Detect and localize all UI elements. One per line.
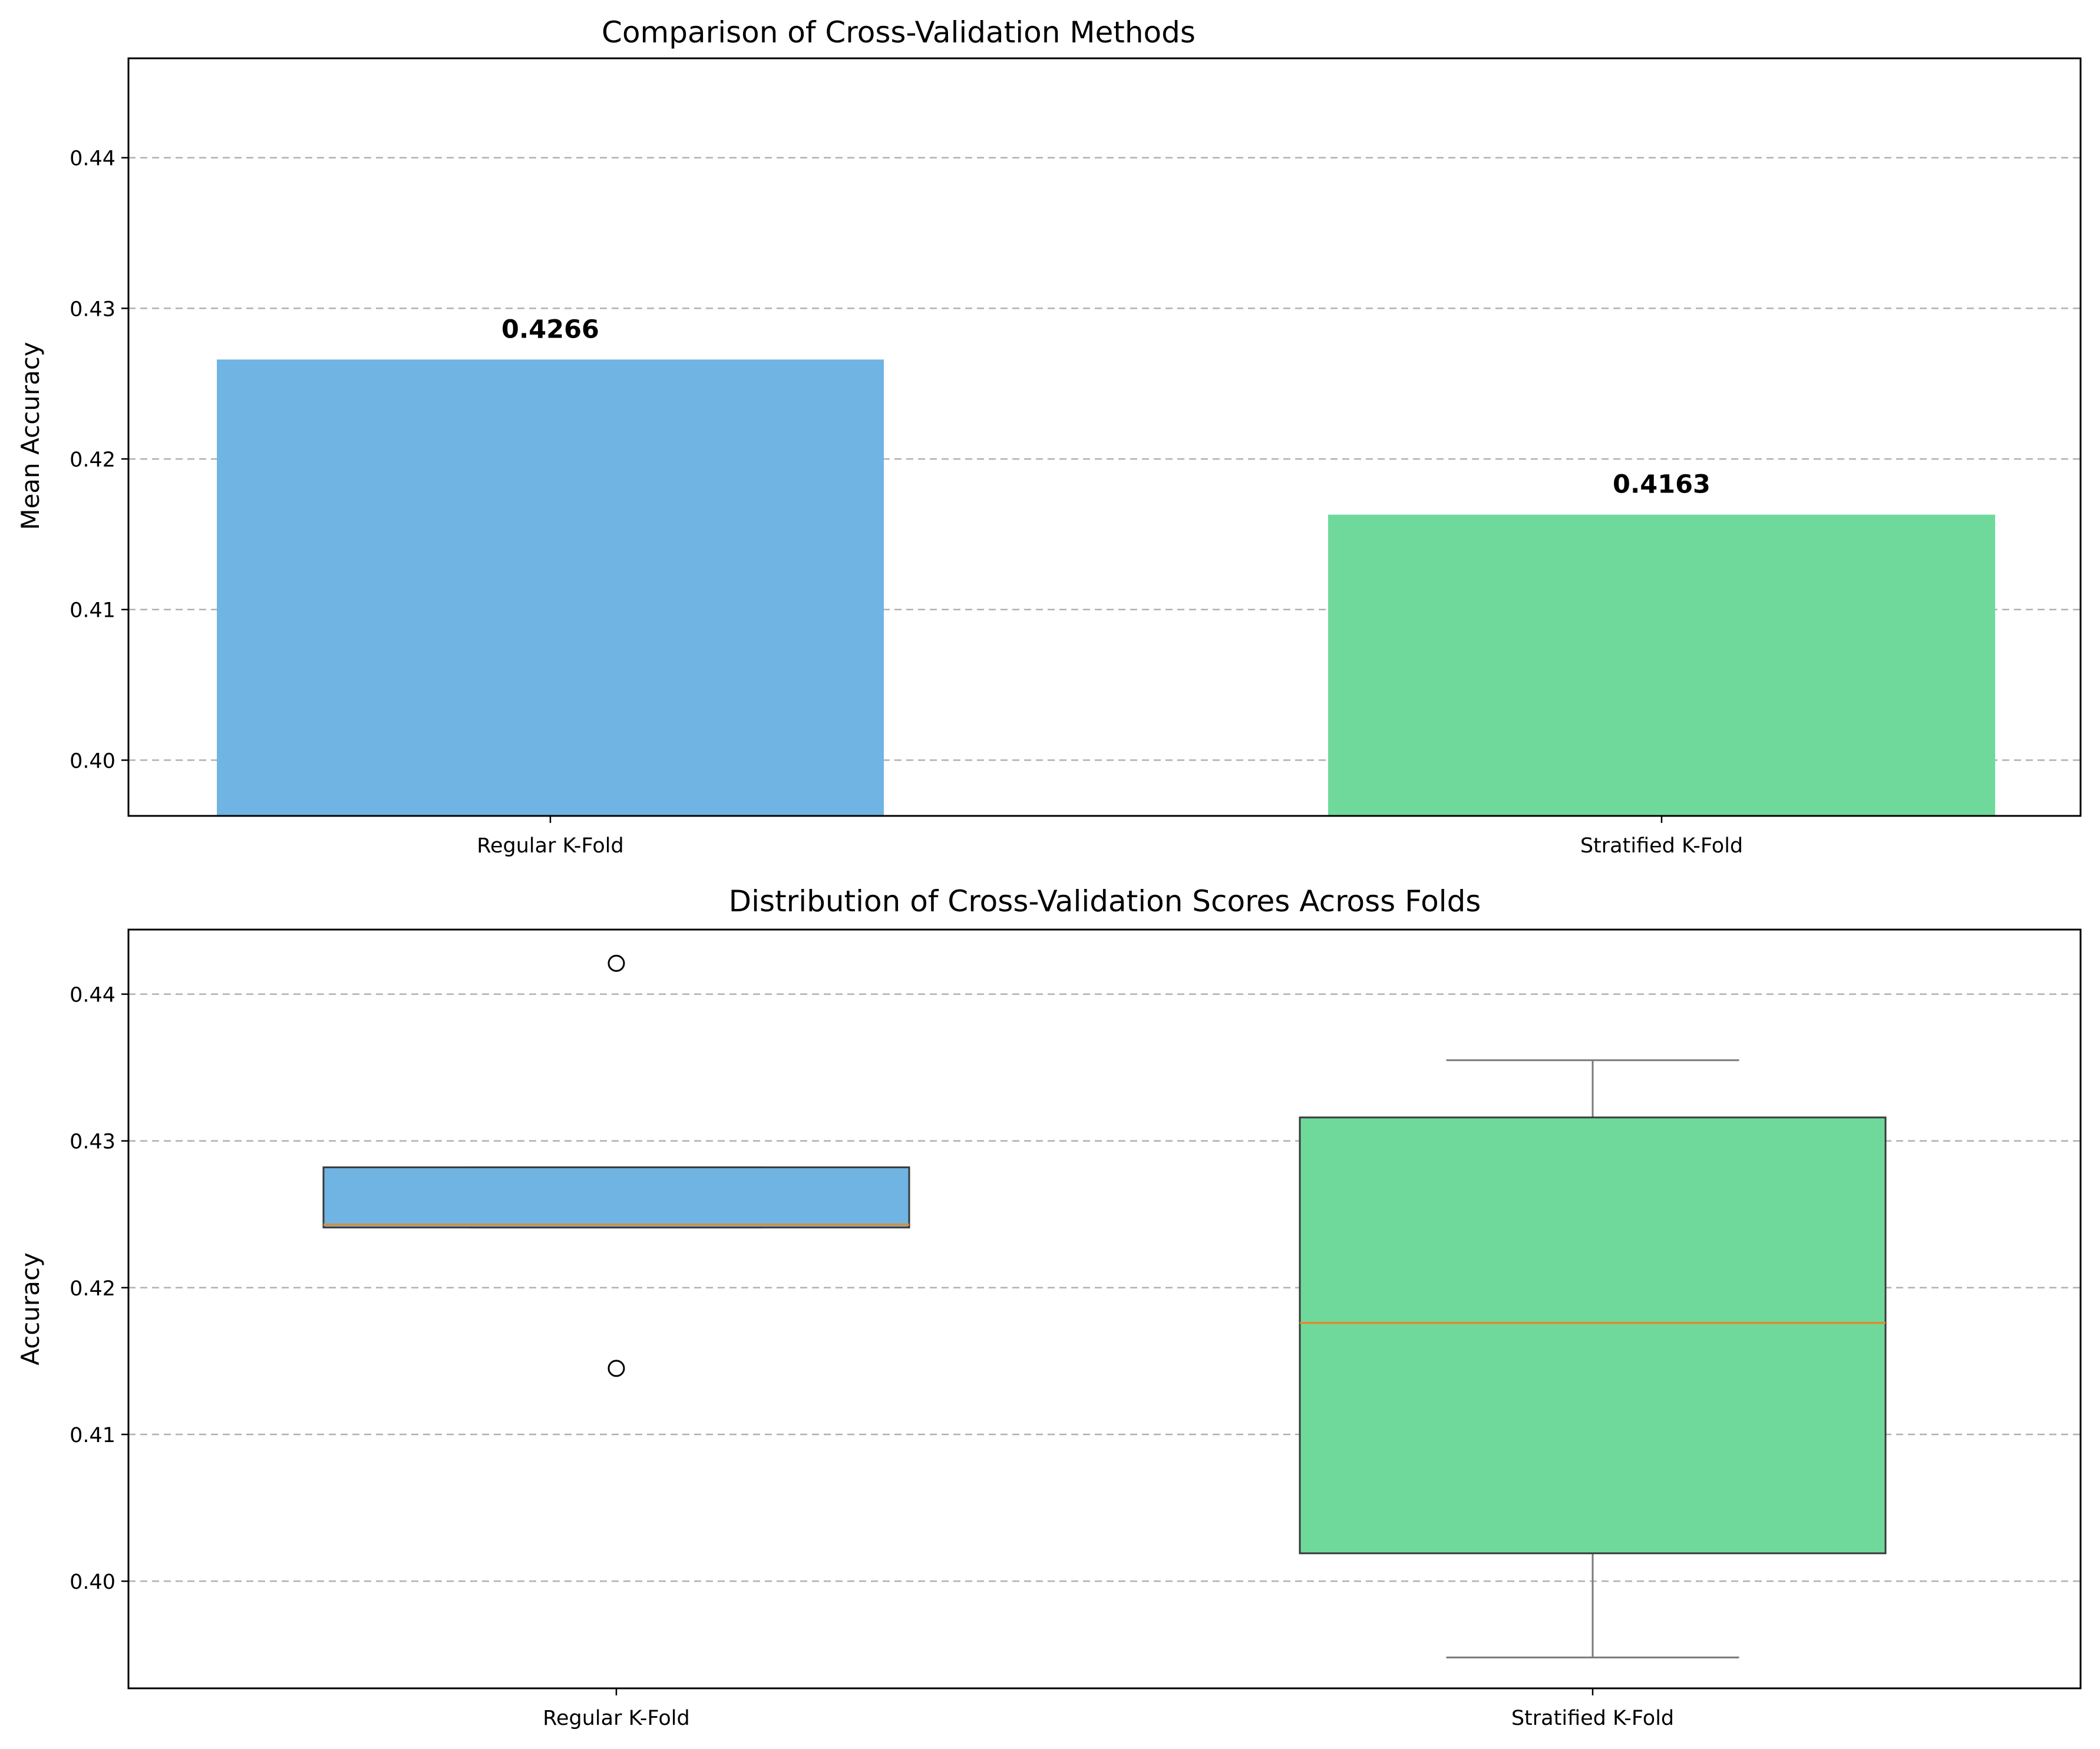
y-tick-label: 0.40 <box>70 1571 115 1594</box>
y-axis-label: Accuracy <box>16 1252 45 1366</box>
x-tick-label: Stratified K-Fold <box>1511 1707 1674 1730</box>
boxes <box>322 954 1887 1659</box>
y-tick-label: 0.43 <box>70 1130 115 1154</box>
chart-title: Distribution of Cross-Validation Scores … <box>729 884 1481 918</box>
x-tick-label: Regular K-Fold <box>543 1707 690 1730</box>
x-axis-ticks: Regular K-Fold Stratified K-Fold <box>477 816 1743 858</box>
y-tick-label: 0.42 <box>70 448 115 472</box>
y-tick-label: 0.41 <box>70 1424 115 1447</box>
x-axis-ticks: Regular K-Fold Stratified K-Fold <box>543 1688 1674 1730</box>
y-tick-label: 0.40 <box>70 749 115 773</box>
bar <box>1328 514 1995 816</box>
plot-frame <box>127 57 2082 817</box>
bar-value-labels: 0.4266 0.4163 <box>501 315 1711 499</box>
plot-frame <box>127 928 2082 1690</box>
bars <box>217 359 1995 816</box>
bar-chart: Comparison of Cross-Validation Methods M… <box>16 15 2082 858</box>
outlier-point <box>607 954 625 972</box>
bar-value-label: 0.4266 <box>501 315 599 344</box>
x-tick-label: Regular K-Fold <box>477 834 624 858</box>
chart-title: Comparison of Cross-Validation Methods <box>602 15 1196 49</box>
y-axis-label: Mean Accuracy <box>16 342 45 530</box>
y-tick-label: 0.44 <box>70 984 115 1007</box>
y-tick-label: 0.42 <box>70 1277 115 1301</box>
box <box>322 954 910 1377</box>
y-axis-ticks: 0.40 0.41 0.42 0.43 0.44 <box>70 984 128 1594</box>
box-plot-chart: Distribution of Cross-Validation Scores … <box>16 884 2082 1730</box>
y-tick-label: 0.41 <box>70 599 115 623</box>
box-body <box>1299 1116 1887 1555</box>
y-tick-label: 0.44 <box>70 147 115 171</box>
box-body <box>322 1166 910 1229</box>
y-tick-label: 0.43 <box>70 297 115 321</box>
outlier-point <box>607 1360 625 1377</box>
y-axis-ticks: 0.40 0.41 0.42 0.43 0.44 <box>70 147 128 773</box>
bar <box>217 359 884 816</box>
box <box>1299 1059 1887 1659</box>
bar-value-label: 0.4163 <box>1613 470 1711 500</box>
x-tick-label: Stratified K-Fold <box>1580 834 1743 858</box>
